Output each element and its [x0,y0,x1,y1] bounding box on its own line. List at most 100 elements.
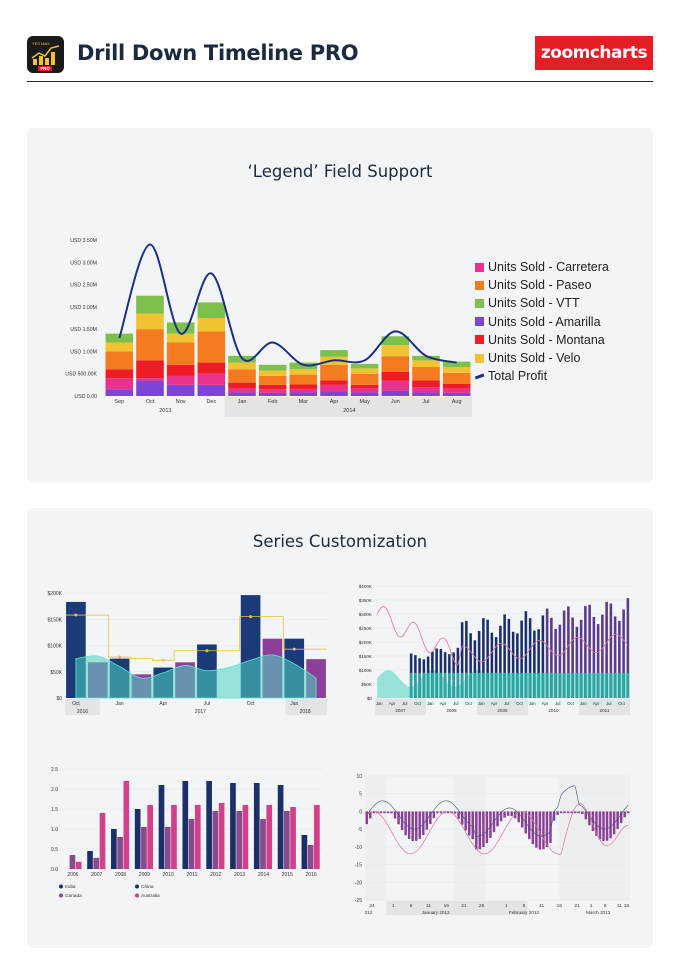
legend-item[interactable]: Units Sold - Velo [475,349,609,367]
bar [314,805,320,869]
bar [477,630,481,698]
bar [591,811,595,831]
bar-lower [533,672,536,698]
bar-lower [414,672,417,698]
x-tick-label: 2006 [67,872,78,878]
bar-segment-montana [197,362,226,374]
bar [605,811,609,841]
bar [538,811,542,850]
x-tick-label: Jul [402,701,407,706]
bar-lower [605,672,608,698]
y-tick-label: $50K [361,682,373,687]
x-tick-label: 2012 [210,872,221,878]
bar [556,811,559,815]
y-tick-label: USD 3.00M [70,260,97,266]
bar-segment-carretera [442,388,471,393]
bar-lower [575,672,579,698]
bar-segment-montana [136,360,164,379]
navy-line [366,785,629,838]
legend-item[interactable]: Units Sold - VTT [475,294,609,312]
grouped-bar-chart[interactable]: 0.0 0.5 1.0 1.5 2.0 2.5 2006 2007 2008 2009 2010 20… [37,763,327,908]
bar-segment-velo [289,369,318,375]
bar-segment-vtt [412,355,440,361]
profit-marker [249,615,253,619]
bar [432,811,436,819]
bar-lower [443,672,447,698]
y-tick-label: 1.0 [51,827,58,833]
legend-item[interactable]: Units Sold - Montana [475,331,609,349]
bar-segment-carretera [105,378,134,390]
bar [584,606,587,698]
legend-item[interactable]: Units Sold - Paseo [475,276,609,294]
bar-segment-paseo [197,331,226,363]
bar [460,811,464,825]
bar-segment-amarilla [412,392,440,396]
y-tick-label: USD 2.00M [70,305,97,311]
x-tick-label: 16 [444,903,450,909]
bar-segment-carretera [320,384,348,392]
bar [482,618,485,698]
bar [550,617,553,698]
legend-item[interactable]: Units Sold - Amarilla [475,313,609,331]
bar [626,811,630,814]
bar [503,811,506,818]
bar [588,811,591,826]
bar [194,805,201,869]
x-tick-label: Sep [114,399,124,405]
bar-segment-amarilla [258,392,287,396]
y-tick-label: $150K [48,617,63,623]
bar-segment-carretera [289,388,318,393]
bar-segment-carretera [228,387,256,393]
zoomcharts-logo[interactable]: zoomcharts [535,36,653,70]
bar [496,811,499,827]
x-tick-label: Jul [555,701,560,706]
bar-lower [465,672,468,698]
bar [111,829,117,869]
bar-segment-carretera [166,375,195,385]
bar [242,805,249,869]
bar [577,811,581,814]
legend-item[interactable]: Total Profit [474,367,609,385]
bar-segment-vtt [197,302,226,318]
x-tick-label: Jan [580,701,587,706]
y-tick-label: -10 [355,845,362,851]
bar [622,609,625,698]
x-tick-label: 21 [574,903,580,909]
x-tick-label: 2011 [187,872,198,878]
bar [485,811,489,844]
bar [506,811,510,816]
y-tick-label: 10 [356,774,362,780]
bar [545,608,549,698]
bar-lower [596,672,600,698]
bar-segment-paseo [350,373,379,385]
legend-label: Units Sold - Paseo [488,278,592,293]
dense-bar-line-chart[interactable]: $0 $50K $100K $150K $200K $250K $300K $350K $400… [345,582,635,717]
x-tick-label: May [359,399,370,405]
bar-segment-montana [289,384,318,389]
bar [439,811,443,814]
x-tick-label: Apr [542,701,549,706]
bar [369,811,372,819]
bar [134,809,141,869]
series-customization-card: Series Customization $0 $50K $100K $150K $20… [27,508,653,948]
bar [87,851,93,869]
bar-lower [477,672,481,698]
legend-label: Australia [141,893,160,899]
y-tick-label: USD 1.50M [70,327,97,333]
stacked-bar-chart[interactable]: USD 0.00 USD 500.00K USD 1.00M USD 1.50M USD… [49,236,489,431]
bar-segment-amarilla [320,391,348,396]
bar-segment-amarilla [442,392,471,396]
bar [592,617,596,698]
x-tick-label: 2015 [282,872,293,878]
y-tick-label: 2.0 [51,787,58,793]
y-tick-label: -25 [355,898,362,904]
bar-lower [418,672,421,698]
bar [616,811,619,829]
x-tick-label: 6 [523,903,526,909]
legend-item[interactable]: Units Sold - Carretera [475,258,609,276]
x-tick-label: Oct [516,701,523,706]
bar-segment-paseo [381,356,410,372]
area-series [75,654,317,699]
